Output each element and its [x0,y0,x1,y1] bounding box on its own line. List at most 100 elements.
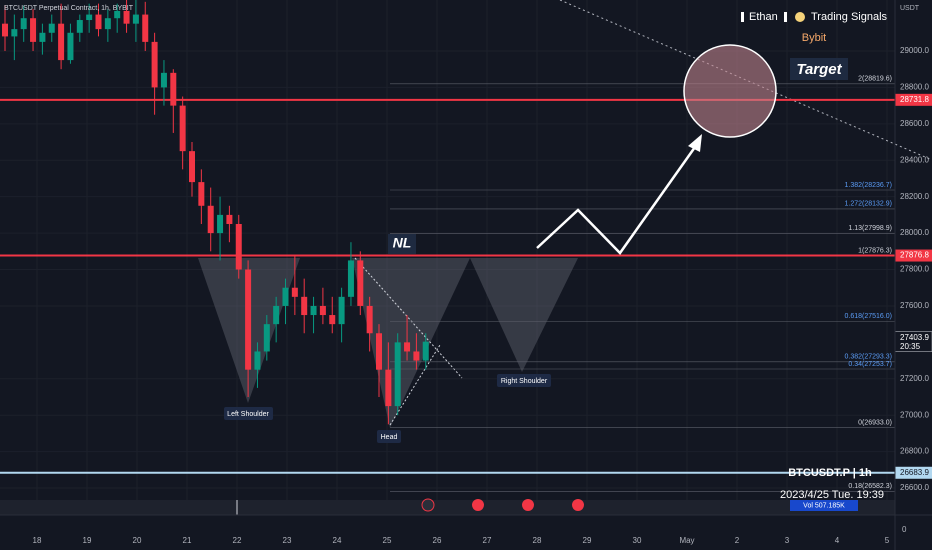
candle-body [347,260,354,297]
x-tick-label: 23 [283,536,292,545]
volume-pane [0,500,895,515]
candle-body [404,342,411,352]
candle-body [160,72,167,88]
candle-body [20,18,27,30]
y-tick-label: 28600.0 [900,119,929,128]
fib-label: 1(27876.3) [858,247,892,254]
y-tick-label: 28800.0 [900,83,929,92]
x-tick-label: 29 [583,536,592,545]
x-tick-label: 19 [83,536,92,545]
x-tick-label: 5 [885,536,890,545]
candle-body [2,23,8,37]
candle-body [217,214,224,234]
level-label: 26683.9 [900,468,929,477]
candle-body [86,14,93,21]
event-icon [572,499,584,511]
fib-label: 2(28819.6) [858,76,892,83]
countdown-label: 20:35 [900,342,921,351]
candles [2,0,429,425]
fib-label: 1.272(28132.9) [845,201,892,208]
left-shoulder-label: Left Shoulder [227,411,269,418]
level-tag [895,249,932,262]
event-icon [472,499,484,511]
candle-body [310,305,317,316]
target-label: Target [796,61,842,78]
event-icon [421,498,435,512]
head-label: Head [381,434,398,441]
level-tag [895,466,932,479]
candle-body [329,315,336,325]
volume-box [790,500,858,511]
candle-body [291,287,298,297]
candle-body [301,296,308,316]
candle-body [282,287,289,306]
x-tick-label: 3 [785,536,790,545]
x-tick-label: 18 [33,536,42,545]
x-tick-label: 26 [433,536,442,545]
candle-body [413,351,420,361]
candle-body [226,214,233,224]
candle-body [48,23,55,33]
candle-body [319,305,326,316]
candle-body [207,205,214,234]
candle-body [254,351,261,370]
level-label: 28731.8 [900,95,929,104]
candle-body [366,305,373,334]
price-levels: 28731.8 27876.8 26683.9 27403.920:35 [0,93,932,479]
candle-body [385,369,392,407]
level-label: 27876.8 [900,251,929,260]
head-shape [352,258,470,428]
fib-label: 1.13(27998.9) [848,225,892,232]
fib-label: 0(26933.0) [858,419,892,426]
x-tick-label: 20 [133,536,142,545]
candle-body [104,18,111,30]
candle-body [151,41,158,88]
event-icon [522,499,534,511]
y-tick-label: 29000.0 [900,46,929,55]
candle-body [376,333,382,370]
currency-label: USDT [900,5,920,12]
watermark-dot [795,12,805,22]
candle-body [170,72,177,106]
candle-body [394,342,401,407]
x-tick-label: 25 [383,536,392,545]
candle-body [273,305,280,325]
label-box [224,407,273,420]
x-tick-label: May [679,536,694,545]
candle-body [11,29,18,37]
y-axis: 29000.0 28800.0 28600.0 28400.0 28200.0 28000… [900,46,929,492]
volume-zero: 0 [902,525,907,534]
fib-label: 0.382(27293.3) [845,354,892,361]
candle-body [263,324,270,352]
candle-body [95,14,102,30]
x-axis: 18 19 20 21 22 23 24 25 26 27 28 29 30 May 2 3 4 5 [33,536,890,545]
candle-body [142,14,149,42]
x-tick-label: 28 [533,536,542,545]
y-tick-label: 26600.0 [900,483,929,492]
x-tick-label: 27 [483,536,492,545]
candle-body [245,269,252,370]
candle-body [67,32,74,61]
fib-levels: 2(28819.6) 1.382(28236.7) 1.272(28132.9) 1.… [390,76,895,492]
neckline-box [388,234,416,254]
label-box [377,430,401,443]
fib-label: 0.34(27253.7) [848,361,892,368]
y-tick-label: 27200.0 [900,374,929,383]
watermark-bar [784,12,787,22]
y-tick-label: 27600.0 [900,301,929,310]
y-tick-label: 28000.0 [900,228,929,237]
x-tick-label: 22 [233,536,242,545]
target-box [790,58,848,80]
y-tick-label: 26800.0 [900,447,929,456]
candle-body [76,20,83,33]
candle-body [179,105,186,152]
level-tag [895,93,932,106]
watermark-exchange: Bybit [802,32,826,44]
target-circle [683,44,777,138]
fib-label: 1.382(28236.7) [845,182,892,189]
candle-body [39,32,46,42]
x-tick-label: 2 [735,536,740,545]
right-shoulder-label: Right Shoulder [501,378,548,385]
projection-arrow [536,139,702,255]
